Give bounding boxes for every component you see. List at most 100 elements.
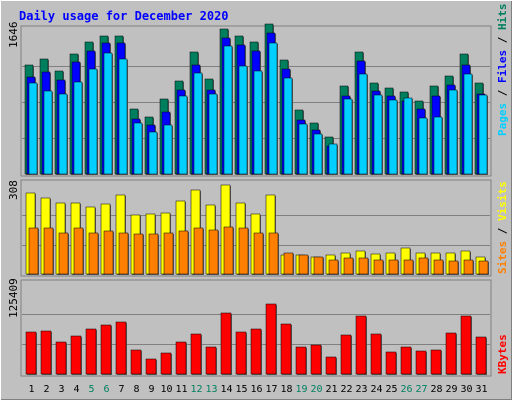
bar-pages-10: [163, 124, 173, 175]
legend-sep-2: /: [496, 30, 509, 43]
legend-kbytes: KBytes: [496, 334, 509, 374]
bar-pages-24: [373, 94, 383, 175]
x-tick-label-4: 4: [73, 384, 79, 395]
x-tick-label-1: 1: [28, 384, 34, 395]
legend-pages: Pages: [496, 103, 509, 136]
bar-kbytes-24: [370, 333, 382, 375]
bar-sites-8: [133, 233, 144, 275]
bar-kbytes-5: [85, 328, 97, 375]
bar-pages-22: [343, 98, 353, 175]
bars: [24, 23, 489, 375]
bar-pages-29: [448, 89, 458, 175]
bar-pages-28: [433, 116, 443, 175]
bar-kbytes-16: [250, 328, 262, 375]
bar-kbytes-25: [385, 351, 397, 375]
x-tick-label-24: 24: [370, 384, 382, 395]
bar-pages-16: [253, 70, 263, 175]
panel2-ymax-label: 308: [7, 180, 20, 200]
bar-sites-17: [268, 232, 279, 275]
x-tick-label-10: 10: [160, 384, 172, 395]
x-tick-label-8: 8: [133, 384, 139, 395]
bar-pages-3: [58, 93, 68, 175]
bar-sites-15: [238, 227, 249, 275]
bar-pages-21: [328, 143, 338, 175]
bar-kbytes-22: [340, 334, 352, 375]
x-axis-labels: 1 2 3 4 5 6 7 8 9 10 11 12 13 14 15 16 17 18 19 20 21 22 23 24 2…: [28, 384, 487, 395]
bar-pages-11: [178, 95, 188, 175]
bar-sites-13: [208, 229, 219, 275]
legend-sep-3: /: [496, 221, 509, 234]
bar-sites-6: [103, 230, 114, 275]
x-tick-label-12: 12: [190, 384, 202, 395]
bar-kbytes-12: [190, 333, 202, 375]
bar-sites-19: [298, 254, 309, 275]
x-tick-label-27: 27: [415, 384, 427, 395]
panel3-ymax-label: 125409: [7, 278, 20, 318]
bar-sites-10: [163, 232, 174, 275]
x-tick-label-22: 22: [340, 384, 352, 395]
bar-pages-1: [28, 82, 38, 175]
bar-kbytes-29: [445, 332, 457, 375]
bar-pages-5: [88, 68, 98, 175]
bar-sites-4: [73, 227, 84, 275]
bar-kbytes-28: [430, 349, 442, 375]
bar-pages-19: [298, 123, 308, 175]
x-tick-label-18: 18: [280, 384, 292, 395]
bar-sites-20: [313, 256, 324, 275]
x-tick-label-30: 30: [460, 384, 472, 395]
legend-panel2: Sites / Visits: [496, 181, 509, 274]
x-tick-label-21: 21: [325, 384, 337, 395]
bar-sites-22: [343, 257, 354, 275]
bar-kbytes-30: [460, 315, 472, 375]
x-tick-label-17: 17: [265, 384, 277, 395]
bar-sites-7: [118, 232, 129, 275]
bar-pages-26: [403, 97, 413, 175]
x-tick-label-13: 13: [205, 384, 217, 395]
x-tick-label-5: 5: [88, 384, 94, 395]
legend-hits: Hits: [496, 4, 509, 31]
legend-visits: Visits: [496, 181, 509, 221]
bar-kbytes-15: [235, 331, 247, 375]
chart-title: Daily usage for December 2020: [19, 9, 229, 23]
x-tick-label-15: 15: [235, 384, 247, 395]
bar-pages-12: [193, 72, 203, 175]
bar-sites-5: [88, 232, 99, 275]
bar-sites-29: [448, 260, 459, 275]
x-tick-label-28: 28: [430, 384, 442, 395]
bar-kbytes-18: [280, 323, 292, 375]
bar-sites-11: [178, 230, 189, 275]
bar-kbytes-4: [70, 335, 82, 375]
bar-pages-18: [283, 77, 293, 175]
bar-pages-8: [133, 122, 143, 175]
bar-pages-13: [208, 93, 218, 175]
x-tick-label-2: 2: [43, 384, 49, 395]
x-tick-label-20: 20: [310, 384, 322, 395]
bar-kbytes-27: [415, 350, 427, 375]
bar-sites-14: [223, 226, 234, 275]
x-tick-label-29: 29: [445, 384, 457, 395]
bar-sites-12: [193, 227, 204, 275]
bar-sites-3: [58, 232, 69, 275]
bar-kbytes-26: [400, 346, 412, 375]
bar-pages-9: [148, 131, 158, 175]
bar-pages-27: [418, 117, 428, 175]
bar-kbytes-8: [130, 349, 142, 375]
bar-sites-31: [478, 260, 489, 275]
bar-pages-15: [238, 65, 248, 175]
bar-pages-31: [478, 94, 488, 175]
bar-sites-26: [403, 259, 414, 275]
x-tick-label-11: 11: [175, 384, 187, 395]
bar-kbytes-7: [115, 321, 127, 375]
bar-pages-17: [268, 42, 278, 175]
bar-sites-1: [28, 227, 39, 275]
x-tick-label-16: 16: [250, 384, 262, 395]
bar-sites-23: [358, 257, 369, 275]
legend-panel1: Pages / Files / Hits: [496, 4, 509, 137]
bar-pages-20: [313, 133, 323, 175]
bar-kbytes-14: [220, 312, 232, 375]
bar-kbytes-10: [160, 352, 172, 375]
bar-pages-23: [358, 73, 368, 175]
bar-sites-25: [388, 259, 399, 275]
bar-sites-24: [373, 259, 384, 275]
